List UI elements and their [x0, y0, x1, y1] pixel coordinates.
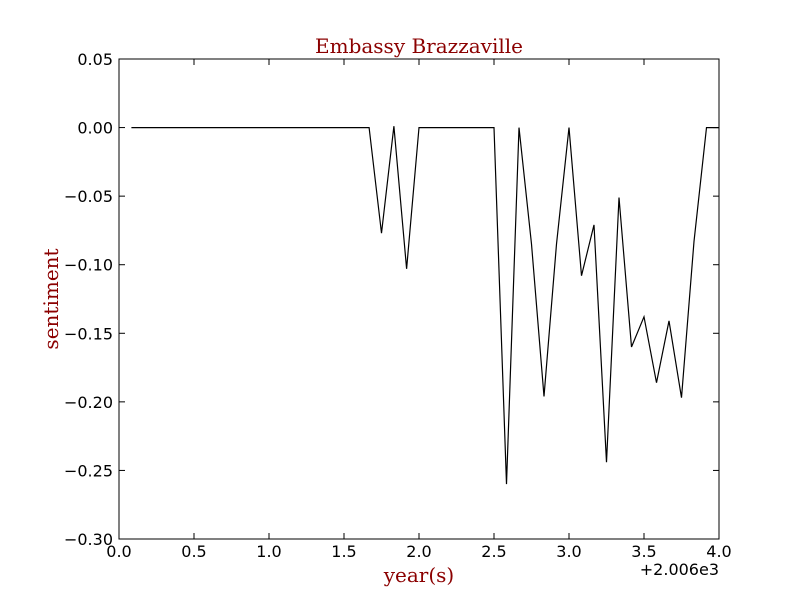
x-axis-label: year(s) — [383, 563, 455, 587]
y-tick-label: −0.20 — [64, 393, 113, 412]
x-tick-label: 1.0 — [256, 542, 281, 561]
y-tick-label: 0.05 — [77, 50, 113, 69]
chart-title: Embassy Brazzaville — [315, 34, 523, 58]
y-tick-label: 0.00 — [77, 119, 113, 138]
y-tick-label: −0.15 — [64, 324, 113, 343]
y-tick-label: −0.25 — [64, 461, 113, 480]
x-tick-label: 0.0 — [106, 542, 131, 561]
y-tick-label: −0.10 — [64, 256, 113, 275]
x-tick-label: 2.0 — [406, 542, 431, 561]
y-axis-ticks: 0.05 0.00 −0.05 −0.10 −0.15 −0.20 −0.25 −0.30 — [64, 50, 719, 549]
y-tick-label: −0.05 — [64, 187, 113, 206]
x-tick-label: 3.0 — [556, 542, 581, 561]
x-tick-label: 2.5 — [481, 542, 506, 561]
sentiment-series-line — [131, 126, 719, 485]
y-axis-label: sentiment — [39, 248, 63, 349]
y-tick-label: −0.30 — [64, 530, 113, 549]
x-tick-label: 0.5 — [181, 542, 206, 561]
x-tick-label: 3.5 — [631, 542, 656, 561]
x-axis-ticks: 0.0 0.5 1.0 1.5 2.0 2.5 3.0 3.5 4.0 — [106, 59, 732, 561]
x-tick-label: 1.5 — [331, 542, 356, 561]
x-tick-label: 4.0 — [706, 542, 731, 561]
x-axis-offset-label: +2.006e3 — [640, 560, 719, 579]
